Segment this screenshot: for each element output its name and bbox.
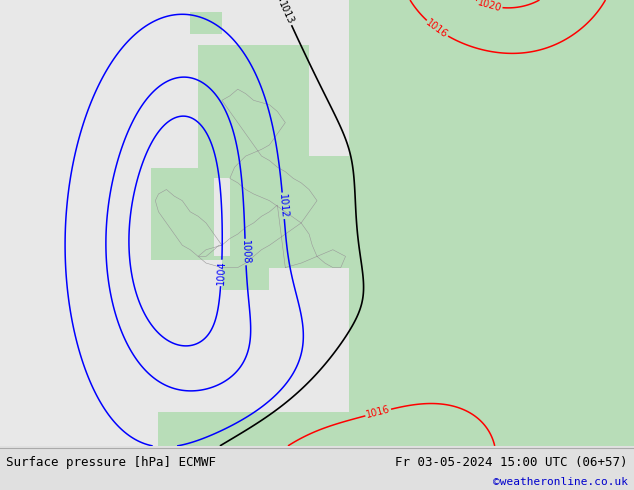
Text: 1016: 1016 [365,405,391,420]
Text: Fr 03-05-2024 15:00 UTC (06+57): Fr 03-05-2024 15:00 UTC (06+57) [395,456,628,469]
Text: 1012: 1012 [277,193,289,219]
Text: Surface pressure [hPa] ECMWF: Surface pressure [hPa] ECMWF [6,456,216,469]
Text: 1013: 1013 [276,0,295,26]
Text: 1020: 1020 [476,0,503,14]
Text: 1016: 1016 [424,18,450,40]
Text: 1004: 1004 [216,260,227,285]
Text: 1008: 1008 [240,240,251,265]
Text: ©weatheronline.co.uk: ©weatheronline.co.uk [493,477,628,487]
